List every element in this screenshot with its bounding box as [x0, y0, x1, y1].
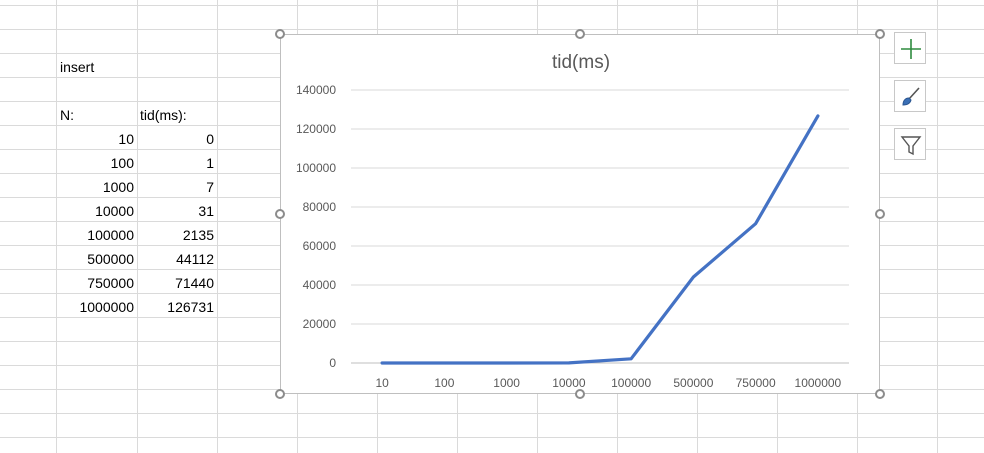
- y-tick-label: 40000: [303, 278, 337, 292]
- cell-n[interactable]: 1000000: [79, 299, 134, 315]
- cell-tid[interactable]: 7: [206, 179, 214, 195]
- cell-n[interactable]: 10000: [95, 203, 134, 219]
- line-chart[interactable]: tid(ms) 0 20000 40000 60000 80000 100000 120000…: [280, 34, 880, 394]
- series-line: [380, 114, 820, 365]
- y-tick-label: 140000: [296, 83, 336, 97]
- data-point: [380, 361, 384, 365]
- x-tick-label: 1000000: [795, 376, 842, 390]
- x-tick-label: 10: [375, 376, 389, 390]
- cell-tid[interactable]: 2135: [182, 227, 214, 243]
- filter-icon: [900, 136, 922, 156]
- resize-handle-bottom-right[interactable]: [875, 389, 885, 399]
- cell-tid[interactable]: 44112: [176, 251, 214, 267]
- data-point: [567, 361, 571, 365]
- cell-tid[interactable]: 126731: [167, 299, 214, 315]
- resize-handle-bottom-left[interactable]: [275, 389, 285, 399]
- cell-tid[interactable]: 1: [206, 155, 214, 171]
- cell-n[interactable]: 100: [110, 155, 134, 171]
- y-tick-label: 100000: [296, 161, 336, 175]
- y-tick-label: 0: [329, 356, 336, 370]
- chart-elements-button[interactable]: [894, 32, 926, 64]
- y-tick-label: 60000: [303, 239, 337, 253]
- cell-n[interactable]: 750000: [87, 275, 134, 291]
- cell-tid[interactable]: 71440: [175, 275, 214, 291]
- header-tid[interactable]: tid(ms):: [140, 107, 187, 123]
- resize-handle-top-left[interactable]: [275, 29, 285, 39]
- x-tick-label: 10000: [552, 376, 586, 390]
- data-point: [754, 222, 757, 225]
- brush-icon: [902, 87, 920, 106]
- cell-n[interactable]: 100000: [87, 227, 134, 243]
- x-tick-label: 100: [434, 376, 454, 390]
- resize-handle-bottom-middle[interactable]: [575, 389, 585, 399]
- header-n[interactable]: N:: [60, 107, 74, 123]
- x-tick-label: 750000: [736, 376, 776, 390]
- resize-handle-top-right[interactable]: [875, 29, 885, 39]
- data-point: [816, 114, 820, 118]
- cell-n[interactable]: 1000: [102, 179, 134, 195]
- chart-title: tid(ms): [552, 52, 610, 73]
- data-point: [629, 357, 633, 361]
- plus-icon: [901, 39, 921, 59]
- resize-handle-middle-right[interactable]: [875, 209, 885, 219]
- data-point: [692, 275, 695, 279]
- chart-filters-button[interactable]: [894, 128, 926, 160]
- chart-canvas: tid(ms) 0 20000 40000 60000 80000 100000 120000…: [296, 52, 849, 390]
- x-tick-label: 1000: [493, 376, 520, 390]
- data-point: [505, 361, 508, 365]
- data-point: [443, 361, 446, 365]
- cell-tid[interactable]: 31: [198, 203, 214, 219]
- cell-tid[interactable]: 0: [206, 131, 214, 147]
- y-tick-label: 80000: [303, 200, 337, 214]
- cell-n[interactable]: 10: [118, 131, 134, 147]
- cell-title-insert[interactable]: insert: [60, 59, 95, 75]
- cell-n[interactable]: 500000: [87, 251, 134, 267]
- x-tick-label: 500000: [673, 376, 713, 390]
- y-tick-label: 120000: [296, 122, 336, 136]
- y-tick-label: 20000: [303, 317, 337, 331]
- resize-handle-top-middle[interactable]: [575, 29, 585, 39]
- resize-handle-middle-left[interactable]: [275, 209, 285, 219]
- chart-styles-button[interactable]: [894, 80, 926, 112]
- x-tick-label: 100000: [611, 376, 651, 390]
